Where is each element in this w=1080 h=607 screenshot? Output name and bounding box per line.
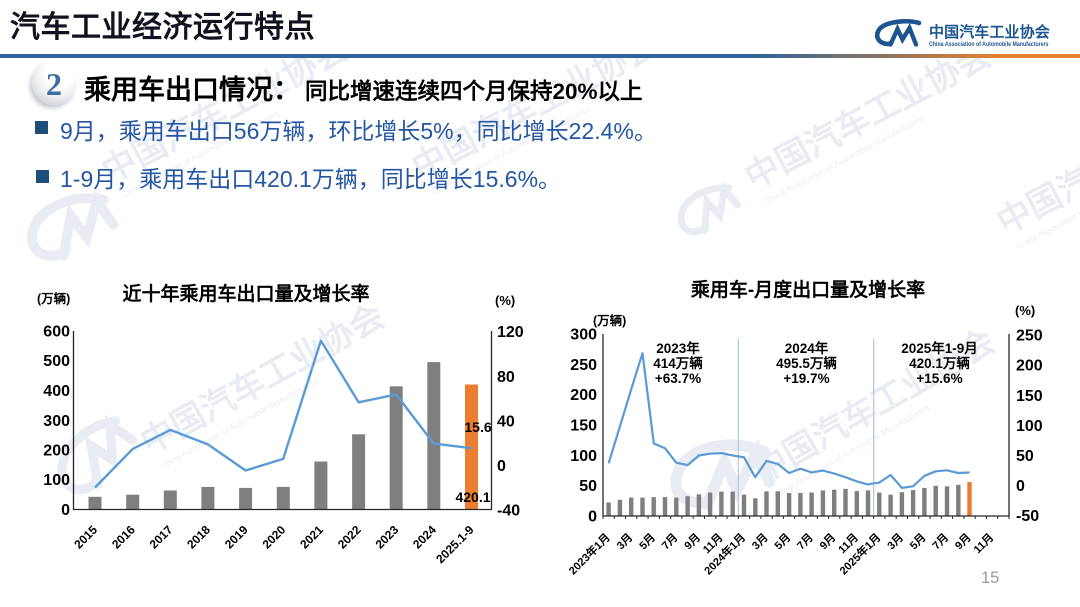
svg-text:3月: 3月: [614, 531, 635, 552]
svg-text:50: 50: [579, 478, 597, 495]
svg-text:9月: 9月: [682, 531, 703, 552]
svg-text:(%): (%): [495, 293, 515, 308]
svg-text:300: 300: [570, 327, 597, 344]
svg-text:11月: 11月: [971, 531, 996, 556]
svg-text:7月: 7月: [794, 531, 815, 552]
svg-text:250: 250: [570, 357, 597, 374]
svg-text:2024: 2024: [410, 522, 439, 551]
svg-text:(%): (%): [1015, 303, 1035, 318]
svg-text:7月: 7月: [930, 531, 951, 552]
svg-text:495.5万辆: 495.5万辆: [776, 355, 837, 371]
svg-text:2023: 2023: [373, 522, 402, 551]
svg-text:9月: 9月: [952, 531, 973, 552]
svg-text:100: 100: [43, 472, 70, 489]
svg-text:0: 0: [497, 458, 506, 475]
svg-text:+15.6%: +15.6%: [916, 371, 962, 386]
svg-text:2023年: 2023年: [656, 340, 700, 356]
svg-text:3月: 3月: [885, 531, 906, 552]
svg-text:0: 0: [61, 502, 70, 519]
svg-text:2025年1-9月: 2025年1-9月: [901, 340, 978, 356]
svg-text:200: 200: [1016, 358, 1043, 375]
svg-text:2015: 2015: [71, 522, 100, 551]
svg-text:0: 0: [588, 509, 597, 526]
svg-text:300: 300: [43, 413, 70, 430]
svg-text:-40: -40: [497, 503, 520, 520]
svg-text:(万辆): (万辆): [37, 291, 70, 306]
svg-text:600: 600: [43, 324, 70, 341]
svg-text:420.1: 420.1: [455, 489, 490, 505]
svg-text:2024年: 2024年: [785, 340, 829, 356]
svg-text:2022: 2022: [335, 522, 364, 551]
svg-text:+63.7%: +63.7%: [655, 371, 701, 386]
svg-text:80: 80: [497, 369, 515, 386]
svg-text:5月: 5月: [637, 531, 658, 552]
svg-text:2021: 2021: [297, 522, 326, 551]
svg-text:9月: 9月: [817, 531, 838, 552]
svg-text:200: 200: [570, 387, 597, 404]
svg-text:500: 500: [43, 353, 70, 370]
svg-text:7月: 7月: [659, 531, 680, 552]
svg-text:2023年1月: 2023年1月: [566, 530, 613, 577]
svg-text:5月: 5月: [772, 531, 793, 552]
svg-text:150: 150: [570, 418, 597, 435]
svg-text:2017: 2017: [147, 522, 176, 551]
svg-text:250: 250: [1016, 328, 1043, 345]
svg-text:2019: 2019: [222, 522, 251, 551]
svg-text:50: 50: [1016, 448, 1034, 465]
svg-text:2018: 2018: [184, 522, 213, 551]
svg-text:15.6: 15.6: [464, 419, 491, 435]
svg-text:2020: 2020: [260, 522, 289, 551]
svg-text:+19.7%: +19.7%: [783, 371, 829, 386]
svg-text:200: 200: [43, 443, 70, 460]
svg-text:3月: 3月: [749, 531, 770, 552]
svg-text:乘用车-月度出口量及增长率: 乘用车-月度出口量及增长率: [690, 278, 925, 301]
svg-text:-50: -50: [1016, 508, 1039, 525]
svg-text:2016: 2016: [109, 522, 138, 551]
svg-text:中国汽车工业协会: 中国汽车工业协会: [739, 57, 997, 197]
svg-text:5月: 5月: [907, 531, 928, 552]
svg-text:420.1万辆: 420.1万辆: [909, 355, 970, 371]
svg-text:120: 120: [497, 324, 524, 341]
svg-text:40: 40: [497, 414, 515, 431]
svg-text:400: 400: [43, 383, 70, 400]
svg-text:(万辆): (万辆): [593, 313, 626, 328]
svg-text:近十年乘用车出口量及增长率: 近十年乘用车出口量及增长率: [122, 282, 369, 305]
svg-text:414万辆: 414万辆: [653, 355, 703, 371]
svg-text:150: 150: [1016, 388, 1043, 405]
svg-text:2025.1-9: 2025.1-9: [433, 522, 477, 566]
svg-text:100: 100: [570, 448, 597, 465]
svg-text:0: 0: [1016, 478, 1025, 495]
svg-text:100: 100: [1016, 418, 1043, 435]
